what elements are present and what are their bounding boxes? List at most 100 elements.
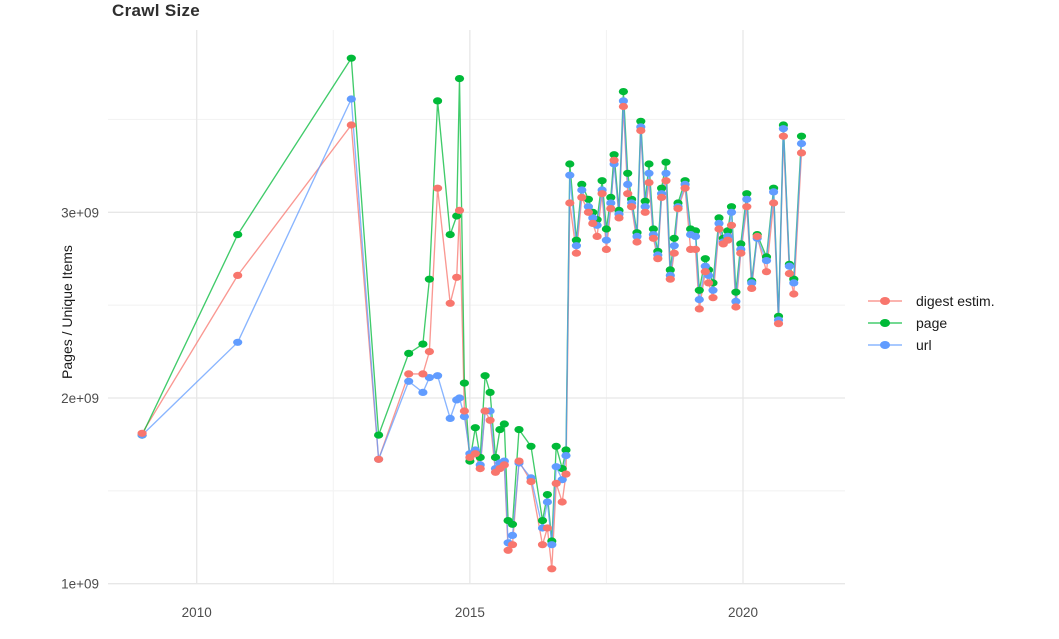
data-point-page [459,379,469,387]
data-point-page [561,446,571,454]
data-point-digest-estim- [137,429,147,437]
data-point-digest-estim- [233,271,243,279]
data-point-digest-estim- [769,199,779,207]
data-point-digest-estim- [445,299,455,307]
legend-item-digest: digest estim. [868,290,995,312]
data-point-page [623,169,633,177]
data-point-url [445,414,455,422]
data-point-digest-estim- [665,275,675,283]
data-point-digest-estim- [657,193,667,201]
data-point-page [731,288,741,296]
x-tick-label: 2015 [455,605,485,620]
data-point-url [742,195,752,203]
data-point-page [736,240,746,248]
data-point-page [526,442,536,450]
data-point-url [583,203,594,211]
data-point-digest-estim- [618,102,629,111]
data-point-digest-estim- [499,461,509,469]
data-point-page [714,214,724,222]
data-point-url [700,262,710,270]
data-point-digest-estim- [731,303,741,311]
data-point-url [623,180,633,188]
data-point-url [459,413,469,421]
data-point-digest-estim- [565,199,575,207]
data-point-url [661,169,671,177]
data-point-digest-estim- [700,268,710,276]
data-point-page [723,227,733,235]
data-point-digest-estim- [459,407,469,415]
data-point-digest-estim- [644,179,654,187]
data-point-digest-estim- [784,270,795,278]
data-point-url [346,95,356,103]
data-point-digest-estim- [704,279,714,287]
data-point-digest-estim- [374,455,384,463]
data-point-url [731,297,741,305]
data-point-url [571,242,582,250]
data-point-page [669,234,679,242]
data-point-page [694,286,704,294]
data-point-digest-estim- [708,294,718,302]
data-point-digest-estim- [614,214,624,222]
data-point-digest-estim- [627,203,637,211]
data-point-digest-estim- [789,290,799,298]
data-point-page [796,132,807,140]
data-point-digest-estim- [557,498,567,506]
data-point-digest-estim- [773,320,784,328]
data-point-digest-estim- [606,205,616,213]
data-point-url [644,169,654,177]
data-point-page [346,54,356,62]
data-point-page [424,275,434,283]
data-point-page [485,388,495,396]
data-point-page [726,203,737,211]
data-point-page [452,212,462,220]
data-point-page [404,349,414,357]
data-point-url [784,262,795,270]
data-point-page [577,180,587,188]
data-point-url [606,199,616,207]
data-point-page [571,236,582,244]
data-point-url [601,236,612,244]
data-point-page [742,190,752,198]
data-point-digest-estim- [561,470,571,478]
data-point-digest-estim- [551,479,561,487]
data-point-digest-estim- [480,407,490,415]
data-point-url [789,279,799,287]
data-point-page [657,184,667,192]
data-point-digest-estim- [726,221,737,229]
data-point-url [769,188,779,196]
data-point-digest-estim- [661,177,671,185]
data-point-page [648,225,659,233]
data-point-digest-estim- [571,249,582,257]
data-point-digest-estim- [597,190,607,198]
y-tick-label: 1e+09 [61,577,99,592]
data-point-page [551,442,561,450]
data-point-digest-estim- [747,284,757,292]
data-point-digest-estim- [452,273,462,281]
data-point-digest-estim- [601,245,612,253]
data-point-page [640,197,650,205]
data-point-digest-estim- [648,234,659,242]
data-point-url [796,140,807,148]
data-point-page [233,231,243,239]
data-point-digest-estim- [507,541,518,549]
data-point-page [597,177,607,185]
legend-label-digest: digest estim. [916,293,995,309]
data-point-page [470,424,480,432]
data-point-page [418,340,428,348]
data-point-url [433,372,443,380]
data-point-page [665,266,675,274]
data-point-page [445,231,455,239]
data-point-url [547,541,557,549]
data-point-url [669,242,679,250]
x-tick-label: 2020 [728,605,758,620]
data-point-digest-estim- [577,193,587,201]
data-point-url [588,214,598,222]
data-point-url [714,219,724,227]
data-point-url [577,186,587,194]
data-point-digest-estim- [640,208,650,216]
data-point-digest-estim- [609,156,619,164]
data-point-digest-estim- [454,206,465,214]
data-point-url [761,257,772,265]
y-tick-label: 3e+09 [61,205,99,220]
